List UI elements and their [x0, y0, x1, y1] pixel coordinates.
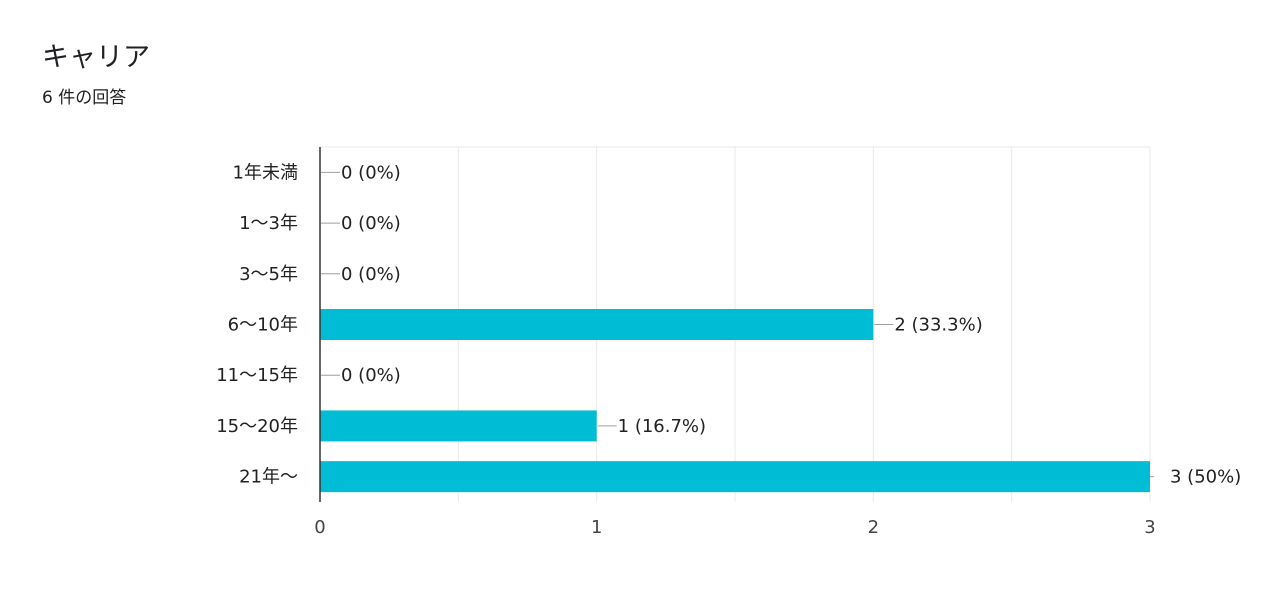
- bars: [320, 309, 1150, 493]
- category-label: 15〜20年: [216, 416, 298, 437]
- x-tick-label: 0: [314, 517, 325, 538]
- category-label: 1年未満: [233, 162, 298, 183]
- category-label: 1〜3年: [239, 213, 298, 234]
- x-tick-label: 3: [1144, 517, 1155, 538]
- category-label: 11〜15年: [216, 365, 298, 386]
- data-label: 0 (0%): [341, 365, 401, 386]
- bar[interactable]: [320, 461, 1150, 493]
- data-label: 2 (33.3%): [894, 315, 982, 336]
- bar[interactable]: [320, 410, 597, 442]
- x-tick-label: 1: [591, 517, 602, 538]
- data-label: 1 (16.7%): [618, 416, 706, 437]
- bar[interactable]: [320, 309, 874, 340]
- category-label: 21年〜: [239, 467, 298, 488]
- response-count: 6 件の回答: [42, 88, 127, 108]
- data-label: 0 (0%): [341, 162, 401, 183]
- data-label: 0 (0%): [341, 264, 401, 285]
- category-label: 6〜10年: [228, 315, 298, 336]
- chart-title: キャリア: [42, 42, 150, 73]
- x-tick-label: 2: [868, 517, 879, 538]
- data-label: 3 (50%): [1170, 467, 1241, 488]
- category-label: 3〜5年: [239, 264, 298, 285]
- labels: 1年未満 0 (0%) 1〜3年 0 (0%) 3〜5年 0 (0%) 6〜10年 2 (33…: [216, 162, 1241, 538]
- data-label: 0 (0%): [341, 213, 401, 234]
